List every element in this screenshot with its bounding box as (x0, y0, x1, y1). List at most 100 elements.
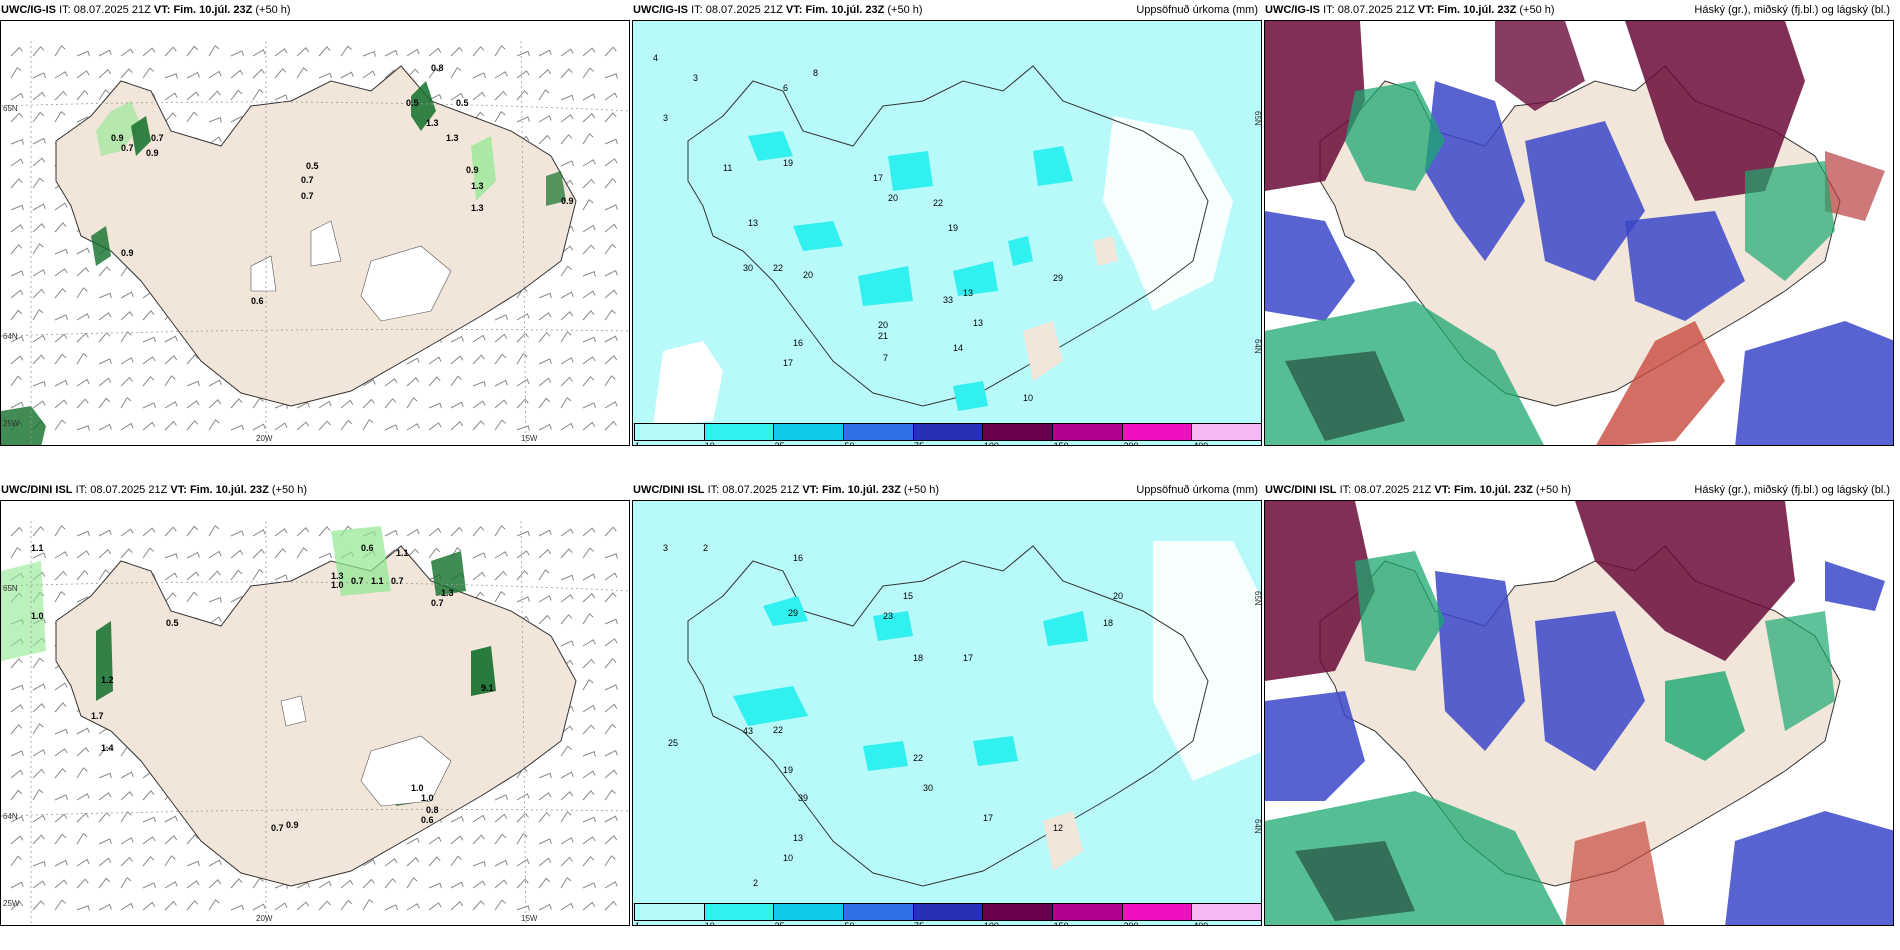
wind-barb (560, 396, 572, 409)
wind-barb (274, 67, 287, 79)
wind-value-labels: 0.80.5 0.51.31.30.90.70.70.90.50.70.70.91… (111, 63, 574, 306)
wind-barb (604, 723, 617, 735)
colorbar-label: 200 (1123, 441, 1139, 446)
wind-barb (252, 68, 265, 79)
wind-barb (142, 816, 156, 823)
wind-barb (120, 856, 133, 867)
value-label: 1.0 (331, 580, 344, 590)
value-label: 0.6 (421, 815, 434, 825)
precip-map-svg: 65N 64N 3 2 16 29 23 15 18 17 20 18 43 22 25 19 30 22 39… (633, 501, 1261, 925)
wind-barb (472, 880, 486, 889)
wind-barb (362, 398, 375, 409)
wind-barb (604, 835, 618, 845)
wind-barb (10, 855, 22, 867)
wind-barb (494, 899, 506, 911)
wind-barb (582, 290, 596, 299)
value-label: 0.7 (431, 598, 444, 608)
map-ig-cloud[interactable] (1264, 20, 1894, 446)
wind-barb (98, 792, 112, 801)
wind-barb (582, 421, 596, 431)
wind-barb (384, 904, 398, 911)
lead-time: (+50 h) (1535, 484, 1572, 496)
wind-barb (32, 814, 46, 823)
wind-barb (76, 70, 90, 79)
wind-barb (516, 332, 529, 343)
wind-barb (428, 422, 442, 431)
wind-barb (450, 881, 464, 889)
wind-barb (472, 381, 486, 387)
wind-barb (494, 794, 508, 801)
wind-barb (516, 378, 530, 387)
it-label: IT: (691, 4, 703, 16)
value-label: 0.9 (111, 133, 124, 143)
wind-barb (582, 47, 596, 57)
wind-barb (98, 772, 112, 779)
wind-barb (296, 401, 310, 409)
wind-barb (76, 287, 88, 299)
colorbar-segment (635, 424, 705, 440)
value-label: 20 (878, 320, 888, 330)
colorbar-segment (1053, 424, 1123, 440)
axis-label-64n: 64N (3, 812, 18, 821)
wind-barb (538, 877, 551, 889)
wind-barb (406, 48, 420, 57)
value-label: 29 (1053, 273, 1063, 283)
map-dini-precip[interactable]: 65N 64N 3 2 16 29 23 15 18 17 20 18 43 22 25 19 30 22 39… (632, 500, 1262, 926)
value-label: 39 (798, 793, 808, 803)
wind-barb (494, 110, 506, 123)
wind-barb (538, 49, 552, 57)
value-label: 11 (723, 163, 732, 173)
value-label: 17 (963, 653, 973, 663)
value-label: 15 (903, 591, 913, 601)
wind-barb (406, 837, 420, 845)
wind-barb (98, 838, 112, 845)
cloud-map-svg (1265, 501, 1893, 925)
wind-barb (164, 553, 178, 559)
wind-barb (54, 767, 67, 779)
wind-barb (318, 552, 332, 559)
cloud-map-svg (1265, 21, 1893, 445)
wind-barb (10, 66, 22, 79)
wind-barb (604, 177, 617, 189)
wind-barb (604, 769, 618, 779)
wind-barb (604, 46, 617, 57)
value-label: 14 (953, 343, 963, 353)
model-name: UWC/IG-IS (1265, 4, 1320, 16)
wind-barb (318, 526, 331, 537)
wind-barb (76, 832, 88, 845)
wind-barb (10, 789, 23, 801)
wind-barb (164, 420, 177, 431)
colorbar-label: 25 (774, 921, 785, 926)
model-name: UWC/DINI ISL (633, 484, 705, 496)
wind-barb (98, 877, 111, 889)
colorbar-segment (704, 424, 775, 440)
map-dini-cloud[interactable] (1264, 500, 1894, 926)
wind-barb (582, 704, 596, 713)
map-dini-wind[interactable]: 65N 64N 25W 20W 15W 1.1 1.0 0.5 0.6 1.1 1.3 1.… (0, 500, 630, 926)
wind-barb (32, 223, 46, 233)
panel-dini-cloud: UWC/DINI ISL IT: 08.07.2025 21Z VT: Fim.… (1264, 480, 1894, 928)
model-name: UWC/IG-IS (633, 4, 688, 16)
wind-barb (120, 376, 133, 387)
wind-barb (186, 354, 199, 365)
wind-barb (340, 45, 352, 57)
map-ig-precip[interactable]: 65N 64N 4 3 6 8 3 11 19 17 20 22 19 13 13 13 30 22 20 29 3… (632, 20, 1262, 446)
wind-barb (450, 46, 463, 57)
wind-barb (582, 613, 594, 625)
wind-barb (252, 548, 265, 559)
wind-barb (604, 269, 618, 277)
value-label: 1.0 (421, 793, 434, 803)
value-label: 13 (963, 288, 973, 298)
wind-barb (54, 879, 68, 889)
value-label: 8 (813, 68, 818, 78)
value-label: 0.5 (456, 98, 469, 108)
wind-barb (10, 835, 24, 845)
wind-barb (296, 547, 308, 559)
lead-time: (+50 h) (271, 484, 308, 496)
it-value: 08.07.2025 21Z (1354, 484, 1432, 496)
lead-time: (+50 h) (903, 484, 940, 496)
wind-barb (76, 332, 89, 343)
value-label: 43 (743, 726, 753, 736)
map-ig-wind[interactable]: 65N 64N 25W 20W 15W 0.8 0.5 0.5 1.3 1.3 0.9 0.… (0, 20, 630, 446)
wind-barb (428, 67, 441, 79)
